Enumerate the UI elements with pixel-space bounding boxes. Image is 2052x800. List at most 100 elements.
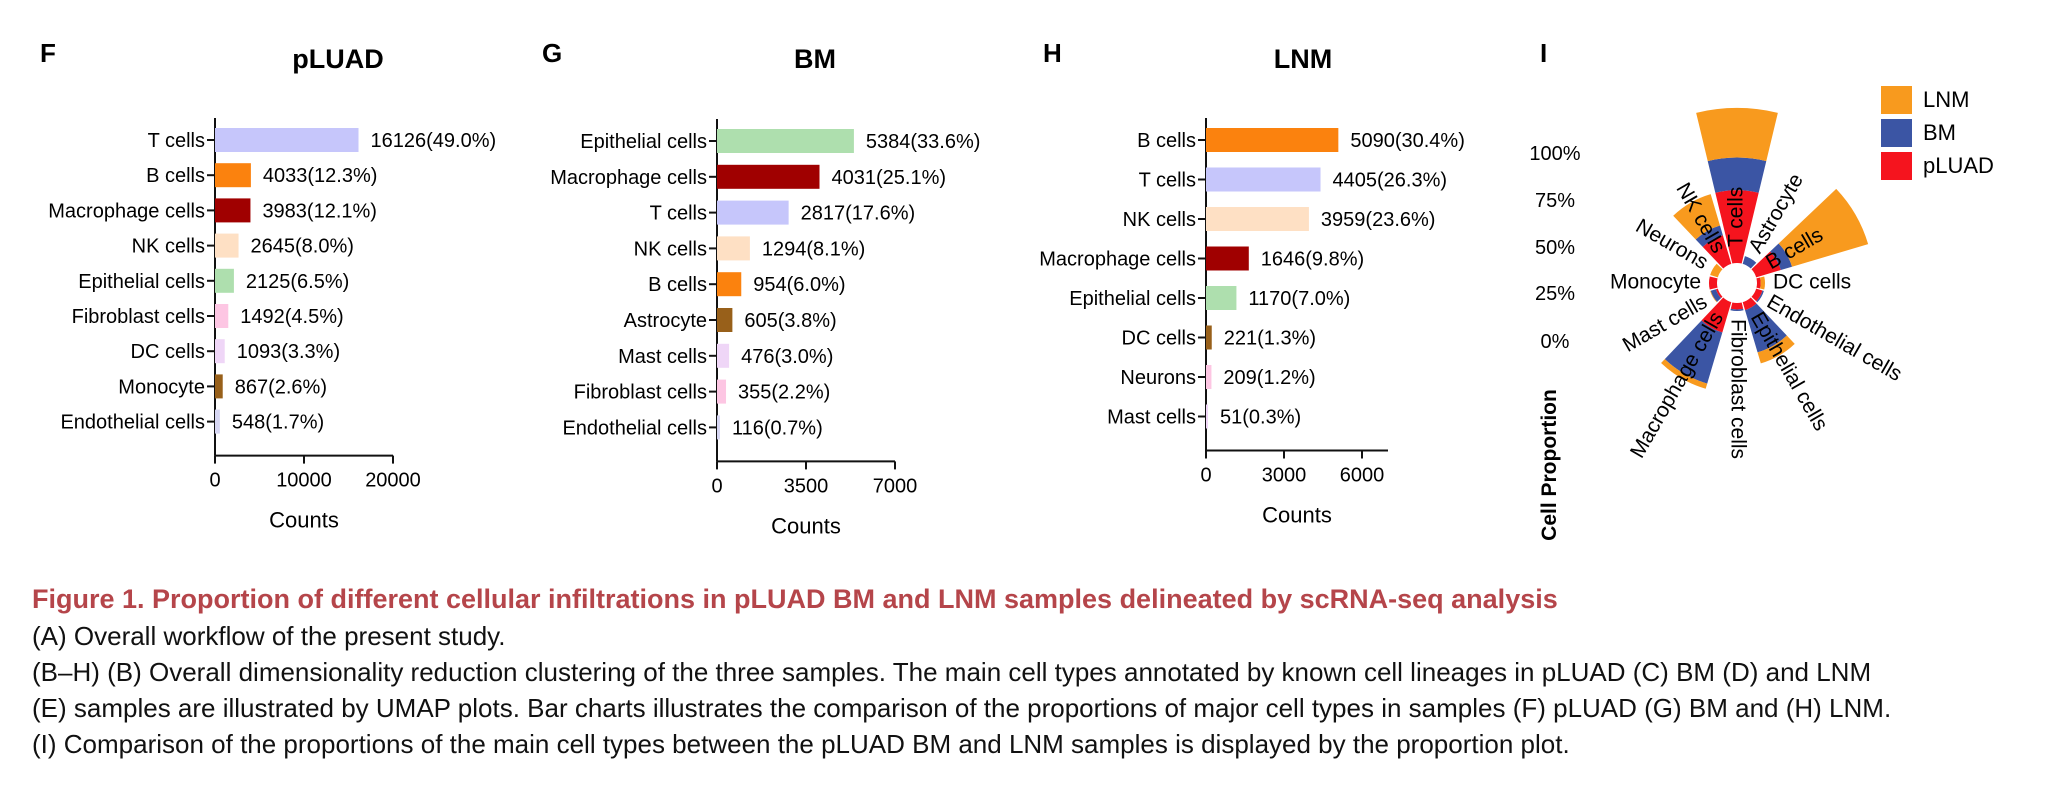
- legend-swatch: [1881, 86, 1912, 114]
- bar: [1206, 246, 1249, 271]
- category-label: Macrophage cells: [48, 200, 205, 222]
- bar: [717, 200, 789, 225]
- radial-segment: [1709, 276, 1718, 290]
- legend-label: pLUAD: [1923, 153, 1994, 178]
- radial-segment: [1701, 297, 1732, 333]
- category-label: B cells: [648, 274, 707, 296]
- legend-label: BM: [1923, 120, 1956, 145]
- radial-segment: [1745, 303, 1787, 353]
- bar: [215, 128, 359, 152]
- data-label: 2645(8.0%): [251, 236, 354, 258]
- radial-segment: [1695, 225, 1723, 247]
- radial-segment: [1770, 243, 1793, 271]
- bar: [215, 339, 225, 364]
- bar: [717, 308, 733, 332]
- radial-segment: [1742, 297, 1757, 311]
- radial-segment: [1702, 235, 1732, 269]
- caption-line-bh: (B–H) (B) Overall dimensionality reducti…: [32, 657, 1872, 687]
- category-label: B cells: [146, 165, 205, 187]
- data-label: 1492(4.5%): [240, 306, 343, 328]
- data-label: 209(1.2%): [1223, 367, 1315, 389]
- x-axis-label: Counts: [269, 508, 339, 533]
- data-label: 116(0.7%): [732, 417, 823, 439]
- data-label: 954(6.0%): [753, 274, 845, 296]
- bar: [717, 343, 730, 368]
- category-label: Macrophage cells: [550, 167, 707, 189]
- data-label: 3959(23.6%): [1321, 209, 1436, 231]
- caption-line-e: (E) samples are illustrated by UMAP plot…: [32, 693, 1892, 723]
- data-label: 4405(26.3%): [1333, 170, 1448, 192]
- radial-segment: [1715, 288, 1723, 299]
- data-label: 476(3.0%): [741, 346, 833, 368]
- radial-segment: [1730, 308, 1744, 311]
- x-tick-label: 0: [1200, 465, 1211, 487]
- bar: [1206, 404, 1208, 429]
- category-label: Fibroblast cells: [574, 382, 707, 404]
- data-label: 355(2.2%): [738, 382, 830, 404]
- radial-segment: [1742, 256, 1757, 269]
- y-tick-label: 25%: [1535, 283, 1575, 305]
- bar: [1206, 365, 1212, 389]
- x-tick-label: 10000: [276, 470, 332, 492]
- x-tick-label: 7000: [873, 475, 918, 497]
- bar: [215, 233, 239, 258]
- radial-segment: [1715, 190, 1759, 264]
- bar: [1206, 286, 1237, 310]
- y-tick-label: 50%: [1535, 237, 1575, 259]
- category-label: NK cells: [1123, 209, 1196, 231]
- y-tick-label: 75%: [1535, 190, 1575, 212]
- bar: [215, 163, 251, 188]
- radial-segment: [1756, 290, 1764, 303]
- category-label: Fibroblast cells: [72, 306, 205, 328]
- y-tick-label: 0%: [1541, 331, 1570, 353]
- radial-segment: [1673, 194, 1720, 240]
- bar: [215, 198, 251, 223]
- category-label: NK cells: [634, 238, 707, 260]
- legend-label: LNM: [1923, 87, 1969, 112]
- bar: [717, 164, 820, 189]
- radial-segment: [1751, 251, 1781, 278]
- panel-letter: H: [1043, 38, 1062, 68]
- category-label: Macrophage cells: [1039, 249, 1196, 271]
- caption-line-a: (A) Overall workflow of the present stud…: [32, 621, 506, 651]
- panel-letter: I: [1540, 38, 1547, 68]
- panel-letter: F: [40, 38, 56, 68]
- x-tick-label: 20000: [365, 470, 421, 492]
- bar: [717, 129, 854, 153]
- radial-segment: [1710, 289, 1722, 302]
- category-label: Mast cells: [618, 346, 707, 368]
- radial-segment: [1756, 277, 1761, 289]
- data-label: 4033(12.3%): [263, 165, 378, 187]
- category-label: Fibroblast cells: [1726, 319, 1749, 459]
- data-label: 1294(8.1%): [762, 238, 865, 260]
- category-label: Endothelial cells: [562, 417, 707, 439]
- legend-swatch: [1881, 119, 1912, 147]
- y-tick-label: 100%: [1529, 143, 1580, 165]
- data-label: 16126(49.0%): [371, 130, 497, 152]
- category-label: DC cells: [131, 341, 205, 363]
- category-label: DC cells: [1773, 271, 1851, 294]
- x-axis-label: Counts: [771, 513, 841, 538]
- data-label: 4031(25.1%): [832, 167, 947, 189]
- caption-line-i: (I) Comparison of the proportions of the…: [32, 729, 1570, 759]
- data-label: 51(0.3%): [1220, 407, 1301, 429]
- legend-swatch: [1881, 152, 1912, 180]
- x-tick-label: 0: [209, 470, 220, 492]
- radial-segment: [1707, 157, 1767, 193]
- radial-segment: [1757, 335, 1795, 364]
- data-label: 5384(33.6%): [866, 131, 981, 153]
- y-axis-label: Cell Proportion: [1538, 389, 1561, 541]
- radial-segment: [1778, 188, 1869, 267]
- radial-segment: [1760, 276, 1765, 290]
- category-label: T cells: [650, 203, 707, 225]
- bar: [1206, 128, 1339, 152]
- chart-title: BM: [794, 44, 836, 74]
- panel-h-bar-chart: H LNM B cells 5090(30.4%) T cells 4405(26.3%)…: [1039, 38, 1465, 528]
- bar: [717, 236, 750, 261]
- data-label: 867(2.6%): [235, 376, 327, 398]
- bar: [717, 272, 742, 297]
- bar: [215, 374, 223, 399]
